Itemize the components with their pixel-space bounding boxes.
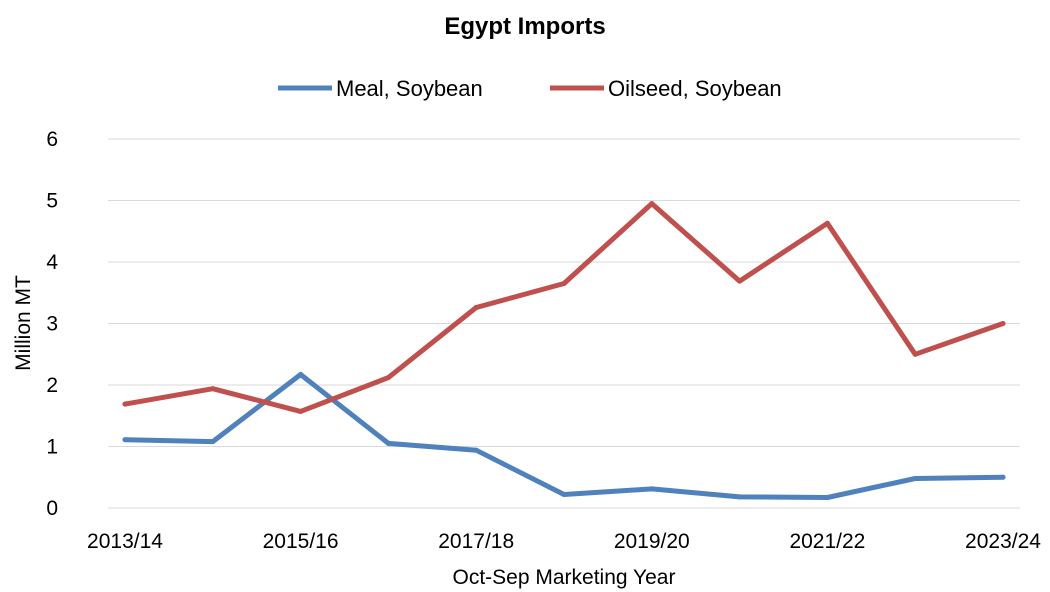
y-tick-label: 0 [46, 497, 58, 520]
data-point [912, 351, 918, 357]
x-tick-label: 2017/18 [438, 530, 514, 553]
y-axis-ticks: 0 1 2 3 4 5 6 [46, 128, 58, 520]
x-tick-label: 2019/20 [614, 530, 690, 553]
legend: Meal, Soybean Oilseed, Soybean [278, 76, 782, 101]
data-point [649, 486, 655, 492]
data-point [1000, 474, 1006, 480]
data-point [824, 220, 830, 226]
x-axis-label: Oct-Sep Marketing Year [453, 566, 676, 589]
chart-title: Egypt Imports [444, 13, 605, 40]
legend-label-oilseed-soybean: Oilseed, Soybean [608, 76, 782, 101]
series-line-meal-soybean [122, 372, 1006, 500]
data-point [737, 494, 743, 500]
data-point [1000, 321, 1006, 326]
data-point [385, 440, 391, 446]
data-point [649, 201, 655, 207]
y-tick-label: 6 [46, 128, 58, 151]
data-point [210, 386, 216, 392]
data-point [912, 475, 918, 481]
data-point [210, 439, 216, 445]
y-tick-label: 3 [46, 313, 58, 336]
y-tick-label: 2 [46, 374, 58, 397]
y-tick-label: 1 [46, 436, 58, 459]
series-lines [122, 201, 1006, 501]
data-point [473, 447, 479, 453]
y-axis-label: Million MT [12, 275, 35, 371]
data-point [122, 401, 128, 407]
y-tick-label: 5 [46, 190, 58, 213]
data-point [298, 372, 304, 378]
data-point [824, 495, 830, 501]
data-point [298, 408, 304, 414]
data-point [737, 278, 743, 284]
series-line-oilseed-soybean [122, 201, 1006, 414]
data-point [122, 437, 128, 443]
x-tick-label: 2015/16 [263, 530, 339, 553]
data-point [561, 491, 567, 497]
x-tick-label: 2013/14 [87, 530, 163, 553]
data-point [473, 305, 479, 311]
data-point [561, 281, 567, 287]
data-point [385, 375, 391, 381]
x-tick-label: 2021/22 [789, 530, 865, 553]
gridlines [108, 138, 1020, 509]
x-tick-label: 2023/24 [965, 530, 1041, 553]
legend-label-meal-soybean: Meal, Soybean [336, 76, 483, 101]
y-tick-label: 4 [46, 251, 58, 274]
x-axis-ticks: 2013/14 2015/16 2017/18 2019/20 2021/22 2023/… [87, 530, 1041, 553]
